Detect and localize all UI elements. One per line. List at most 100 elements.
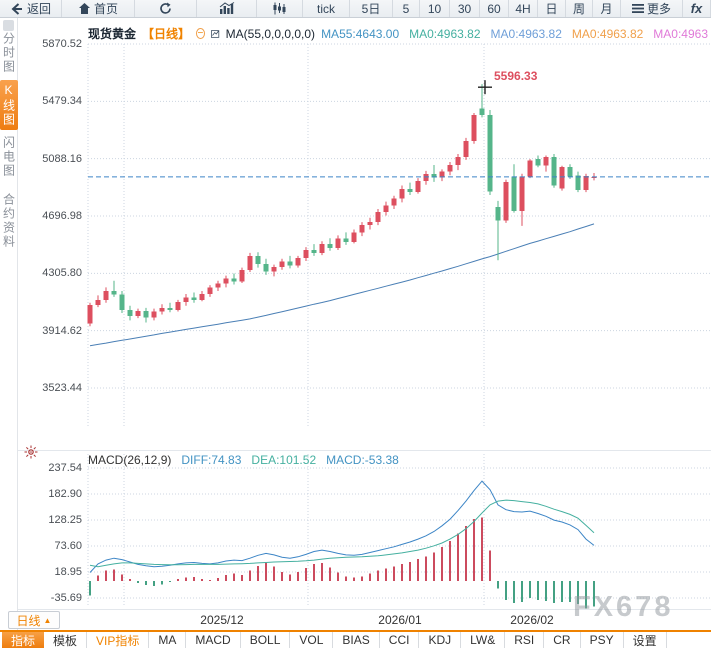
toolbar-label: 周 [572, 2, 585, 16]
indicator-tab-settings[interactable]: 设置 [624, 632, 667, 648]
indicator-tab-vip-indicators[interactable]: VIP指标 [87, 632, 150, 648]
refresh-icon [159, 2, 172, 15]
watermark: FX678 [573, 591, 674, 623]
toolbar-tick-button[interactable]: tick [303, 0, 350, 17]
corner-box [3, 20, 14, 31]
indicator-tab-bias[interactable]: BIAS [333, 632, 380, 648]
toolbar-fx-button[interactable]: fx [683, 0, 711, 17]
indicator-tab-indicators[interactable]: 指标 [2, 632, 45, 648]
x-axis-date-label: 2025/12 [200, 613, 244, 627]
indicator-tab-boll[interactable]: BOLL [241, 632, 291, 648]
sidebar-tab-time-share[interactable]: 分时图 [1, 32, 16, 74]
symbol-name: 现货黄金 [88, 27, 137, 41]
ma-value-3: MA0:4963.82 [571, 26, 644, 41]
toolbar-label: fx [690, 1, 703, 16]
indicator-tab-ma[interactable]: MA [149, 632, 187, 648]
indicator-tab-lwr[interactable]: LW& [461, 632, 506, 648]
sun-icon[interactable] [24, 445, 38, 459]
main-y-tick: 5088.16 [42, 152, 82, 165]
symbol-period: 【日线】 [142, 27, 191, 41]
main-y-tick: 5870.52 [42, 38, 82, 50]
macd-params-label: MACD(26,12,9) [88, 452, 172, 467]
toolbar-period-10-button[interactable]: 10 [420, 0, 450, 17]
ma-value-0: MA55:4643.00 [321, 26, 400, 41]
x-axis-date-label: 2026/02 [510, 613, 554, 627]
collapse-icon[interactable]: − [196, 28, 205, 39]
macd-y-tick: 128.25 [48, 514, 82, 526]
indicator-tab-psy[interactable]: PSY [581, 632, 624, 648]
toolbar-label: 10 [427, 1, 442, 16]
macd-value-1: DEA:101.52 [251, 452, 317, 467]
chart-type-sidebar: 分时图 K线图闪电图合约资料 [0, 18, 18, 648]
period-dropdown-button[interactable]: 日线 ▲ [8, 611, 60, 629]
toolbar-period-day-button[interactable]: 日 [538, 0, 566, 17]
indicator-tab-cr[interactable]: CR [544, 632, 581, 648]
toolbar-label: 30 [457, 1, 472, 16]
toolbar-label: 更多 [646, 2, 671, 16]
toolbar-refresh-icon[interactable] [135, 0, 197, 17]
toolbar-label: 60 [487, 1, 501, 16]
indicator-tab-templates[interactable]: 模板 [44, 632, 88, 648]
ma-value-1: MA0:4963.82 [409, 26, 481, 41]
macd-y-tick: 73.60 [54, 540, 82, 552]
main-y-tick: 4696.98 [42, 210, 82, 222]
toolbar-period-month-button[interactable]: 月 [593, 0, 621, 17]
toolbar-label: tick [317, 1, 335, 16]
indicator-tab-vol[interactable]: VOL [290, 632, 334, 648]
main-y-tick: 4305.80 [42, 267, 82, 280]
toolbar-period-30-button[interactable]: 30 [450, 0, 480, 17]
toolbar-more-button[interactable]: 更多 [621, 0, 683, 17]
candles-icon [272, 2, 287, 15]
toolbar-label: 5 [402, 1, 410, 16]
main-chart-header: 现货黄金 【日线】 − MA(55,0,0,0,0,0) MA55:4643.0… [88, 26, 708, 42]
ma-settings-icon[interactable] [210, 28, 220, 40]
ma-settings-label: MA(55,0,0,0,0,0) [225, 26, 316, 41]
toolbar-period-4h-button[interactable]: 4H [509, 0, 538, 17]
sidebar-tab-kline[interactable]: K线图 [0, 80, 18, 130]
main-y-tick: 3914.62 [42, 324, 82, 337]
main-y-tick: 3523.44 [42, 382, 82, 394]
toolbar-label: 首页 [93, 2, 118, 16]
peak-price-label: 5596.33 [494, 69, 538, 83]
toolbar-period-5-button[interactable]: 5 [393, 0, 420, 17]
toolbar-label: 返回 [26, 2, 51, 16]
macd-header: MACD(26,12,9) DIFF:74.83 DEA:101.52 MACD:-… [88, 452, 708, 467]
toolbar-period-week-button[interactable]: 周 [566, 0, 593, 17]
macd-y-tick: -35.69 [50, 592, 82, 604]
ma-value-2: MA0:4963.82 [490, 26, 562, 41]
macd-y-tick: 182.90 [48, 488, 82, 500]
toolbar-home-button[interactable]: 首页 [62, 0, 135, 17]
bars-icon [219, 2, 235, 15]
macd-value-0: DIFF:74.83 [181, 452, 242, 467]
caret-up-icon: ▲ [43, 615, 52, 625]
back-icon [10, 2, 24, 16]
toolbar-period-60-button[interactable]: 60 [480, 0, 509, 17]
ma-value-4: MA0:4963 [653, 26, 708, 41]
indicator-tab-macd[interactable]: MACD [186, 632, 241, 648]
macd-values: DIFF:74.83 DEA:101.52 MACD:-53.38 [181, 453, 398, 467]
period-dropdown-label: 日线 [16, 613, 41, 628]
macd-y-tick: 18.95 [54, 566, 82, 578]
toolbar-period-5d-button[interactable]: 5日 [350, 0, 393, 17]
x-axis-date-label: 2026/01 [378, 613, 422, 627]
main-y-tick: 5479.34 [42, 95, 82, 108]
sidebar-tab-contract-info[interactable]: 合约资料 [1, 193, 16, 249]
toolbar-candle-chart-icon[interactable] [257, 0, 303, 17]
toolbar-back-button[interactable]: 返回 [0, 0, 62, 17]
toolbar-label: 月 [600, 2, 613, 16]
indicator-tabbar: 指标 模板 VIP指标 MA MACD BOLL VOL BIAS CCI KDJ LW& RSI CR… [0, 630, 711, 648]
main-kline-chart-canvas[interactable]: 5596.33 [18, 18, 711, 450]
menu-icon [631, 3, 644, 14]
indicator-tab-kdj[interactable]: KDJ [419, 632, 462, 648]
indicator-tab-rsi[interactable]: RSI [505, 632, 545, 648]
macd-y-tick: 237.54 [48, 462, 82, 474]
indicator-tab-cci[interactable]: CCI [380, 632, 420, 648]
macd-chart-canvas[interactable] [18, 450, 711, 610]
time-axis-row: 2025/12 2026/01 2026/02 [18, 610, 711, 630]
toolbar-label: 4H [515, 1, 531, 16]
sidebar-tab-lightning[interactable]: 闪电图 [1, 136, 16, 178]
panel-divider [18, 609, 711, 610]
toolbar-bar-chart-icon[interactable] [197, 0, 257, 17]
toolbar-label: 日 [545, 2, 558, 16]
